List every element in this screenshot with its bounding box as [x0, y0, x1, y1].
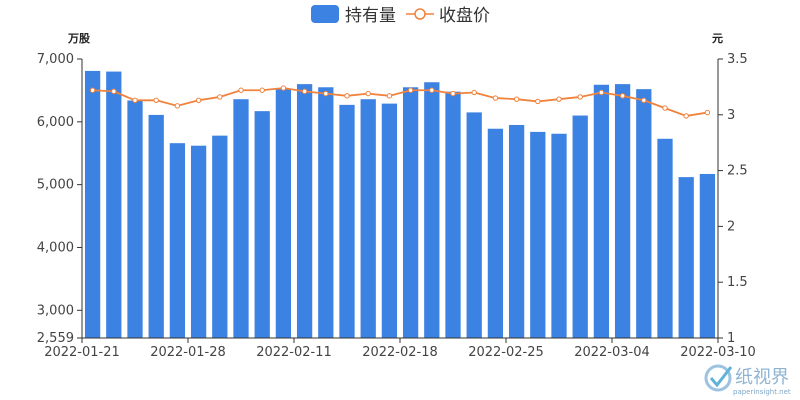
watermark-logo-icon: [704, 364, 732, 392]
left-tick-label: 6,000: [37, 115, 74, 130]
bar[interactable]: [402, 87, 419, 338]
line-point[interactable]: [577, 94, 583, 100]
left-tick-label: 7,000: [37, 52, 74, 67]
line-point[interactable]: [683, 113, 689, 119]
bar[interactable]: [106, 71, 122, 339]
line-point[interactable]: [174, 103, 181, 109]
legend-bar-swatch: [311, 5, 339, 23]
bar[interactable]: [254, 111, 270, 338]
line-point[interactable]: [471, 89, 477, 96]
bar[interactable]: [275, 89, 292, 339]
line-point[interactable]: [153, 97, 159, 103]
bar[interactable]: [445, 91, 461, 338]
watermark-sub: paperinsight.net: [733, 388, 791, 396]
line-point[interactable]: [662, 105, 668, 111]
legend-line-label: 收盘价: [439, 6, 490, 26]
left-tick-label: 2,559: [37, 331, 74, 346]
bar[interactable]: [381, 103, 398, 338]
bar[interactable]: [127, 100, 143, 339]
x-tick-label: 2022-03-10: [680, 345, 756, 360]
right-tick-label: 2.5: [727, 164, 748, 179]
x-tick-label: 2022-02-25: [468, 345, 544, 360]
bar[interactable]: [212, 135, 228, 338]
bar[interactable]: [148, 114, 164, 338]
x-tick-label: 2022-02-18: [362, 345, 438, 360]
right-tick-label: 1.5: [727, 275, 748, 290]
watermark-text: 纸视界: [735, 367, 789, 388]
legend-bar-label: 持有量: [345, 6, 396, 26]
bar[interactable]: [572, 115, 588, 338]
line-point[interactable]: [280, 85, 287, 91]
line-point[interactable]: [513, 96, 520, 102]
right-tick-label: 2: [727, 219, 735, 234]
line-point[interactable]: [450, 90, 456, 97]
bar[interactable]: [657, 138, 673, 338]
bar[interactable]: [318, 87, 334, 338]
price-line: [92, 87, 708, 117]
line-point[interactable]: [492, 95, 499, 101]
line-point[interactable]: [641, 97, 647, 103]
bar[interactable]: [593, 84, 610, 338]
right-tick-label: 1: [727, 331, 735, 346]
x-tick-label: 2022-02-11: [256, 345, 332, 360]
line-point[interactable]: [704, 109, 711, 116]
left-tick-label: 5,000: [37, 178, 74, 193]
line-point[interactable]: [429, 87, 435, 93]
bar-series: [84, 70, 716, 339]
line-point[interactable]: [132, 97, 138, 103]
bar[interactable]: [169, 143, 186, 338]
bar[interactable]: [487, 128, 504, 338]
line-point[interactable]: [386, 93, 393, 99]
bar[interactable]: [84, 70, 101, 339]
line-point[interactable]: [111, 88, 117, 95]
x-tick-label: 2022-01-21: [44, 345, 120, 360]
line-point[interactable]: [238, 87, 244, 93]
line-series: [89, 85, 711, 119]
bar[interactable]: [530, 131, 546, 338]
right-axis-unit: 元: [712, 32, 723, 45]
x-tick-label: 2022-01-28: [150, 345, 226, 360]
bar[interactable]: [424, 82, 440, 338]
bar[interactable]: [508, 124, 525, 338]
bar[interactable]: [636, 89, 652, 339]
line-point[interactable]: [344, 93, 350, 99]
bar[interactable]: [360, 99, 376, 339]
bar[interactable]: [190, 145, 207, 338]
line-point[interactable]: [195, 97, 202, 103]
watermark-check-icon: [709, 366, 733, 388]
bar[interactable]: [296, 84, 313, 338]
line-point[interactable]: [535, 98, 541, 105]
legend[interactable]: 持有量 收盘价: [311, 5, 490, 26]
bar[interactable]: [551, 133, 567, 338]
line-point[interactable]: [619, 93, 626, 99]
bar[interactable]: [233, 99, 249, 339]
line-point[interactable]: [323, 90, 329, 97]
line-point[interactable]: [556, 96, 562, 102]
line-point[interactable]: [301, 88, 308, 95]
legend-line-marker-icon: [414, 8, 426, 20]
left-axis-unit: 万股: [67, 32, 91, 45]
left-tick-label: 4,000: [37, 240, 74, 255]
bar[interactable]: [614, 84, 631, 338]
axes: 2,559 3,000 4,000 5,000 6,000 7,000 1 1.5 2 2.5 3 3…: [37, 52, 756, 360]
bar[interactable]: [339, 104, 355, 338]
line-point[interactable]: [598, 89, 605, 96]
bar[interactable]: [699, 173, 716, 338]
bar[interactable]: [466, 112, 482, 338]
line-point[interactable]: [407, 87, 414, 93]
right-tick-label: 3.5: [727, 52, 748, 67]
left-tick-label: 3,000: [37, 303, 74, 318]
line-point[interactable]: [259, 87, 265, 93]
line-point[interactable]: [217, 94, 223, 100]
watermark-logo: 纸视界 paperinsight.net: [704, 364, 791, 396]
line-point[interactable]: [365, 90, 371, 97]
bar[interactable]: [678, 177, 694, 338]
right-tick-label: 3: [727, 108, 735, 123]
x-tick-label: 2022-03-04: [574, 345, 650, 360]
line-point[interactable]: [89, 87, 96, 93]
